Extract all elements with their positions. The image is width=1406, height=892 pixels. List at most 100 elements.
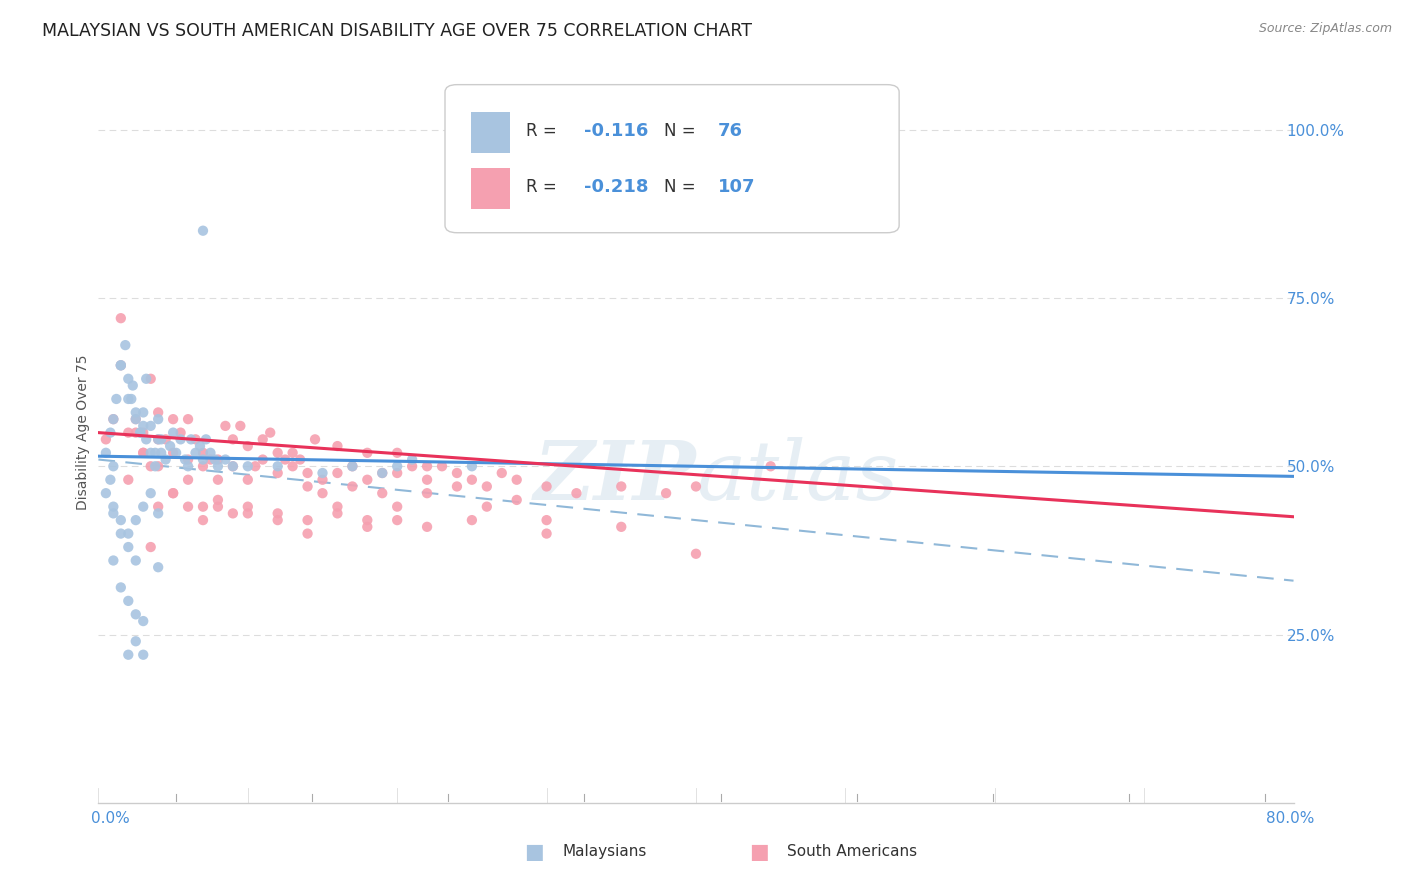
Point <box>610 479 633 493</box>
Point <box>342 459 364 474</box>
Point <box>148 405 170 419</box>
Point <box>162 486 184 500</box>
Point <box>281 459 304 474</box>
Point <box>356 520 378 534</box>
Point <box>536 479 558 493</box>
Point <box>401 452 423 467</box>
Point <box>200 452 222 467</box>
Point <box>162 446 184 460</box>
Point <box>229 418 252 433</box>
Point <box>356 473 378 487</box>
Point <box>148 459 170 474</box>
Point <box>461 459 484 474</box>
Point <box>169 433 191 447</box>
Point <box>191 500 214 514</box>
Point <box>311 466 333 480</box>
Point <box>252 452 274 467</box>
Point <box>446 479 468 493</box>
Point <box>148 433 170 447</box>
Point <box>236 459 259 474</box>
Point <box>177 473 200 487</box>
Text: MALAYSIAN VS SOUTH AMERICAN DISABILITY AGE OVER 75 CORRELATION CHART: MALAYSIAN VS SOUTH AMERICAN DISABILITY A… <box>42 22 752 40</box>
Point <box>385 500 409 514</box>
Point <box>103 412 125 426</box>
Point <box>143 446 166 460</box>
Point <box>222 507 245 521</box>
Text: N =: N = <box>664 121 700 139</box>
Point <box>191 446 214 460</box>
Point <box>416 486 439 500</box>
Point <box>536 526 558 541</box>
Point <box>184 433 207 447</box>
Y-axis label: Disability Age Over 75: Disability Age Over 75 <box>76 355 90 510</box>
Point <box>110 359 132 373</box>
Point <box>274 452 297 467</box>
Point <box>103 553 125 567</box>
Point <box>177 459 200 474</box>
Point <box>105 392 128 406</box>
Point <box>162 425 184 440</box>
Point <box>148 412 170 426</box>
Point <box>461 513 484 527</box>
Point <box>129 425 152 440</box>
Point <box>311 473 333 487</box>
Point <box>385 459 409 474</box>
Point <box>110 359 132 373</box>
Point <box>162 412 184 426</box>
Point <box>117 594 139 608</box>
Point <box>191 452 214 467</box>
Point <box>446 466 468 480</box>
Point <box>207 473 229 487</box>
Point <box>117 473 139 487</box>
Point <box>222 433 245 447</box>
Point <box>371 466 394 480</box>
Point <box>356 446 378 460</box>
Point <box>129 425 152 440</box>
Point <box>180 433 202 447</box>
Text: R =: R = <box>526 121 562 139</box>
Point <box>94 446 117 460</box>
Point <box>222 459 245 474</box>
Point <box>371 466 394 480</box>
Point <box>117 425 139 440</box>
Point <box>117 540 139 554</box>
Point <box>195 433 218 447</box>
Text: -0.116: -0.116 <box>583 121 648 139</box>
Point <box>135 433 157 447</box>
Point <box>139 459 162 474</box>
Point <box>132 446 155 460</box>
Point <box>491 466 513 480</box>
Text: 107: 107 <box>717 178 755 196</box>
Point <box>416 459 439 474</box>
Point <box>326 439 349 453</box>
Text: R =: R = <box>526 178 562 196</box>
Point <box>252 433 274 447</box>
Point <box>506 492 529 507</box>
Point <box>125 412 148 426</box>
Point <box>610 520 633 534</box>
Point <box>110 581 132 595</box>
Point <box>125 513 148 527</box>
Point <box>655 486 678 500</box>
Point <box>125 425 148 440</box>
Text: 0.0%: 0.0% <box>91 812 131 826</box>
Point <box>685 479 707 493</box>
Point <box>103 459 125 474</box>
Point <box>98 425 122 440</box>
Text: atlas: atlas <box>696 437 898 517</box>
Point <box>191 224 214 238</box>
Text: N =: N = <box>664 178 700 196</box>
Point <box>297 513 319 527</box>
Point <box>204 452 226 467</box>
Point <box>117 392 139 406</box>
Point <box>103 412 125 426</box>
Point <box>304 433 326 447</box>
Text: ■: ■ <box>749 842 769 862</box>
Point <box>139 418 162 433</box>
Point <box>222 459 245 474</box>
Point <box>94 433 117 447</box>
Point <box>297 479 319 493</box>
Point <box>236 473 259 487</box>
Text: ZIP: ZIP <box>533 437 696 517</box>
Text: -0.218: -0.218 <box>583 178 648 196</box>
